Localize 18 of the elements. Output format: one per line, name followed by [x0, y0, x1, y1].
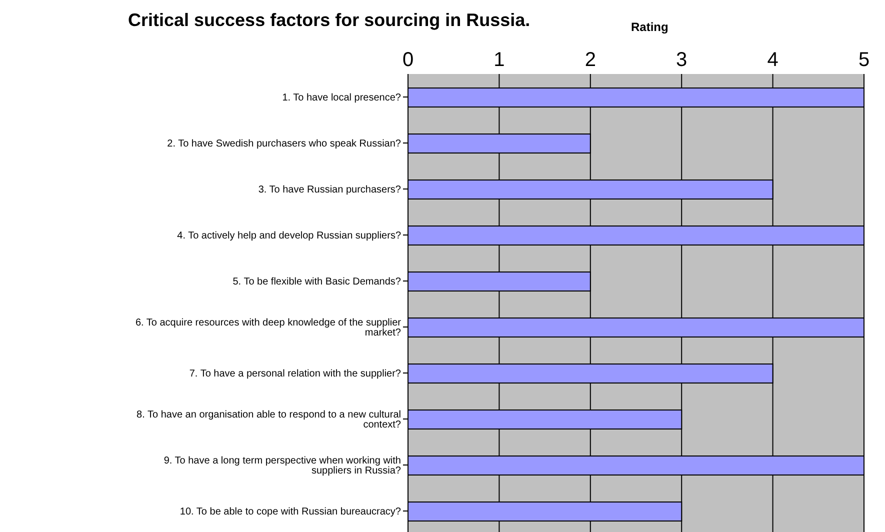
y-tick-label: 1. To have local presence?: [282, 92, 402, 104]
x-axis-title: Rating: [631, 20, 668, 34]
x-tick-label: 0: [402, 49, 414, 71]
chart-title: Critical success factors for sourcing in Russia.: [128, 10, 530, 31]
y-tick-label: 4. To actively help and develop Russian suppliers?: [177, 230, 402, 242]
x-tick-label: 2: [584, 49, 596, 71]
y-tick-label: 10. To be able to cope with Russian bureaucracy?: [180, 506, 402, 518]
x-tick-label: 3: [676, 49, 688, 71]
x-tick-label: 4: [767, 49, 778, 71]
y-tick-label: 2. To have Swedish purchasers who speak Russian?: [167, 138, 402, 150]
x-tick-label: 1: [494, 49, 505, 71]
y-tick-label: 5. To be flexible with Basic Demands?: [232, 276, 402, 288]
y-tick-label: 3. To have Russian purchasers?: [258, 184, 402, 196]
y-tick-label: 8. To have an organisation able to respond to a new cultural context?: [136, 410, 402, 431]
y-tick-label: 9. To have a long term perspective when working with suppliers in Russia?: [164, 456, 402, 477]
y-tick-label: 7. To have a personal relation with the supplier?: [189, 368, 402, 380]
y-tick-label: 6. To acquire resources with deep knowledge of the supplier market?: [135, 318, 402, 339]
x-tick-label: 5: [858, 49, 870, 71]
